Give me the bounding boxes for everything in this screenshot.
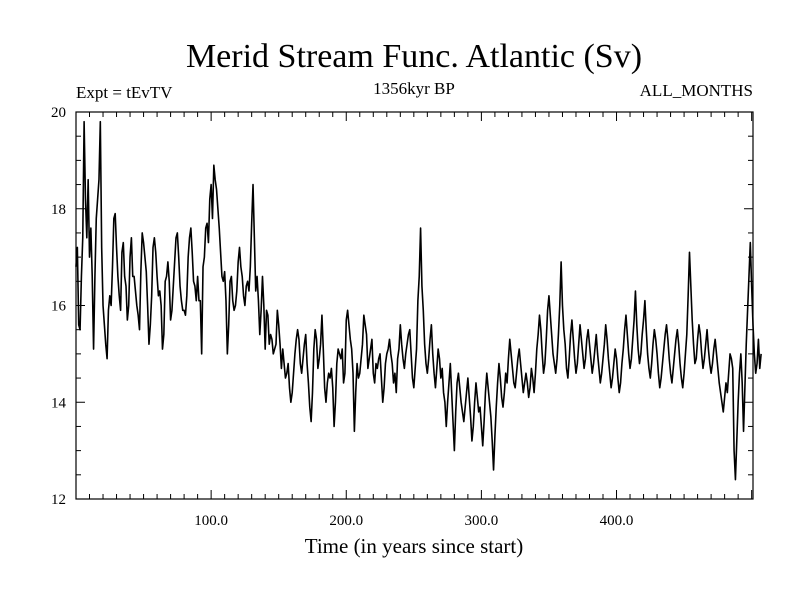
plot-frame [75,111,754,500]
y-tick-label: 16 [51,299,67,315]
x-tick-label: 300.0 [465,513,499,529]
y-tick-label: 14 [51,395,67,411]
experiment-label: Expt = tEvTV [76,83,173,102]
chart-title: Merid Stream Func. Atlantic (Sv) [186,38,642,75]
axis-ticks [76,112,753,499]
series-line [75,120,762,481]
period-label: 1356kyr BP [373,79,455,98]
tick-labels: 100.0 200.0 300.0 400.0 12 14 16 18 20 [51,105,633,529]
x-tick-label: 200.0 [329,513,363,529]
y-tick-label: 20 [51,105,66,121]
x-tick-label: 100.0 [194,513,228,529]
months-label: ALL_MONTHS [640,81,753,100]
x-axis-label: Time (in years since start) [305,534,524,558]
x-tick-label: 400.0 [600,513,634,529]
y-tick-label: 18 [51,202,66,218]
y-tick-label: 12 [51,492,66,508]
